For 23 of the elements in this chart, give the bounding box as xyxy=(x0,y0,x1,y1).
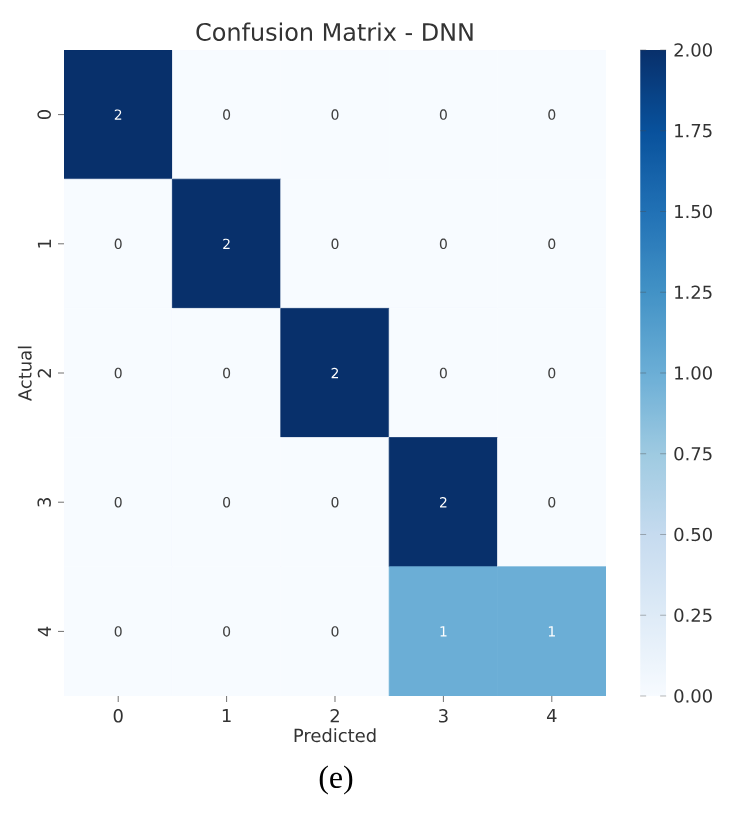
x-axis-title: Predicted xyxy=(294,728,376,743)
chart-title: Confusion Matrix - DNN xyxy=(196,22,473,42)
color-bar-label: 1.50 xyxy=(675,204,712,219)
y-tick-label: 0 xyxy=(37,110,51,120)
x-tick-label: 1 xyxy=(222,709,231,723)
y-tick-label: 3 xyxy=(37,497,51,507)
color-bar-label: 0.00 xyxy=(674,689,712,703)
y-tick-label: 2 xyxy=(37,369,51,378)
y-axis-title: Actual xyxy=(17,346,32,401)
y-tick-label: 4 xyxy=(37,626,51,637)
x-tick-label: 4 xyxy=(546,709,557,723)
color-bar-label: 1.00 xyxy=(675,366,712,380)
x-tick-label: 3 xyxy=(439,709,448,723)
color-bar-label: 0.25 xyxy=(674,608,712,623)
color-bar-label: 2.00 xyxy=(674,43,712,57)
y-tick-label: 1 xyxy=(37,239,51,248)
color-bar-label: 1.75 xyxy=(675,124,712,138)
x-tick-label: 0 xyxy=(113,709,123,723)
x-tick-label: 2 xyxy=(330,709,339,723)
text: (e) xyxy=(319,765,353,795)
color-bar-label: 0.75 xyxy=(674,446,712,461)
color-bar-label: 1.25 xyxy=(675,285,712,300)
color-bar-label: 0.50 xyxy=(674,527,712,542)
